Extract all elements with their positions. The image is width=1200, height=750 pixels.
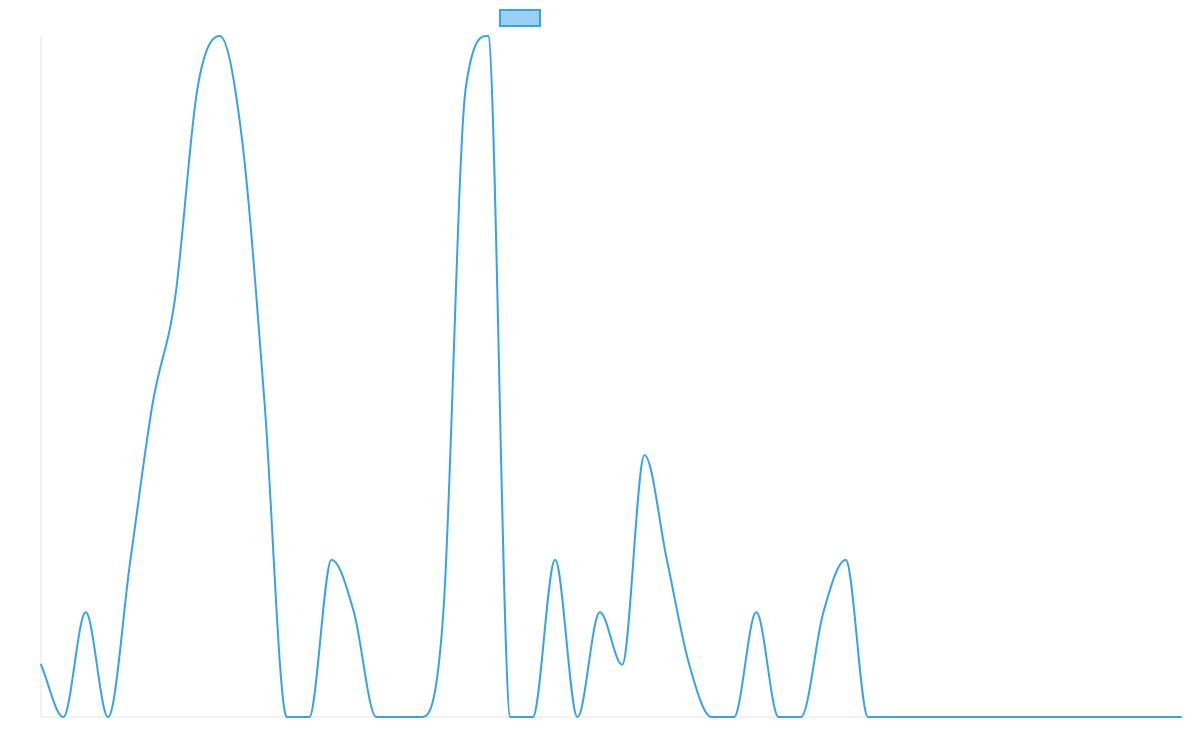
data-point-28[interactable] [664, 557, 670, 563]
data-point-42[interactable] [977, 714, 983, 720]
data-point-34[interactable] [798, 714, 804, 720]
data-point-35[interactable] [820, 609, 826, 615]
data-point-6[interactable] [172, 295, 178, 301]
data-point-11[interactable] [284, 714, 290, 720]
data-point-29[interactable] [686, 662, 692, 668]
data-point-41[interactable] [954, 714, 960, 720]
data-point-7[interactable] [194, 85, 200, 91]
data-point-21[interactable] [507, 714, 513, 720]
series-line-0[interactable] [40, 35, 1182, 719]
data-point-19[interactable] [463, 85, 469, 91]
series-layer [38, 33, 1184, 720]
data-point-17[interactable] [418, 714, 424, 720]
data-point-25[interactable] [597, 609, 603, 615]
data-point-44[interactable] [1022, 714, 1028, 720]
data-point-13[interactable] [329, 557, 335, 563]
data-point-51[interactable] [1178, 714, 1184, 720]
data-point-14[interactable] [351, 609, 357, 615]
data-point-15[interactable] [373, 714, 379, 720]
data-point-49[interactable] [1133, 714, 1139, 720]
data-point-39[interactable] [910, 714, 916, 720]
legend[interactable] [499, 9, 541, 27]
data-point-24[interactable] [574, 714, 580, 720]
data-point-10[interactable] [262, 400, 268, 406]
data-point-5[interactable] [150, 400, 156, 406]
data-point-30[interactable] [709, 714, 715, 720]
data-point-23[interactable] [552, 557, 558, 563]
data-point-33[interactable] [776, 714, 782, 720]
data-point-9[interactable] [239, 138, 245, 144]
data-point-16[interactable] [396, 714, 402, 720]
data-point-43[interactable] [999, 714, 1005, 720]
data-point-18[interactable] [440, 609, 446, 615]
data-point-36[interactable] [843, 557, 849, 563]
data-point-8[interactable] [217, 33, 223, 39]
data-point-38[interactable] [887, 714, 893, 720]
data-point-31[interactable] [731, 714, 737, 720]
data-point-26[interactable] [619, 662, 625, 668]
data-point-46[interactable] [1066, 714, 1072, 720]
data-point-47[interactable] [1089, 714, 1095, 720]
data-point-12[interactable] [306, 714, 312, 720]
data-point-37[interactable] [865, 714, 871, 720]
data-point-4[interactable] [127, 557, 133, 563]
data-point-40[interactable] [932, 714, 938, 720]
data-point-27[interactable] [642, 452, 648, 458]
data-point-20[interactable] [485, 33, 491, 39]
data-point-45[interactable] [1044, 714, 1050, 720]
data-point-0[interactable] [38, 662, 44, 668]
data-point-2[interactable] [83, 609, 89, 615]
data-point-22[interactable] [530, 714, 536, 720]
data-point-50[interactable] [1156, 714, 1162, 720]
data-point-32[interactable] [753, 609, 759, 615]
legend-swatch[interactable] [499, 9, 541, 27]
data-point-1[interactable] [60, 714, 66, 720]
data-point-3[interactable] [105, 714, 111, 720]
data-point-48[interactable] [1111, 714, 1117, 720]
